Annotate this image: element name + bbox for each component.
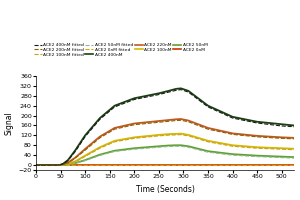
Legend: ACE2 400nM fitted, ACE2 200nM fitted, ACE2 100nM fitted, ACE2 50nM fitted, ACE2 : ACE2 400nM fitted, ACE2 200nM fitted, AC… [33,43,208,57]
Y-axis label: Signal: Signal [4,111,13,135]
X-axis label: Time (Seconds): Time (Seconds) [136,185,194,194]
